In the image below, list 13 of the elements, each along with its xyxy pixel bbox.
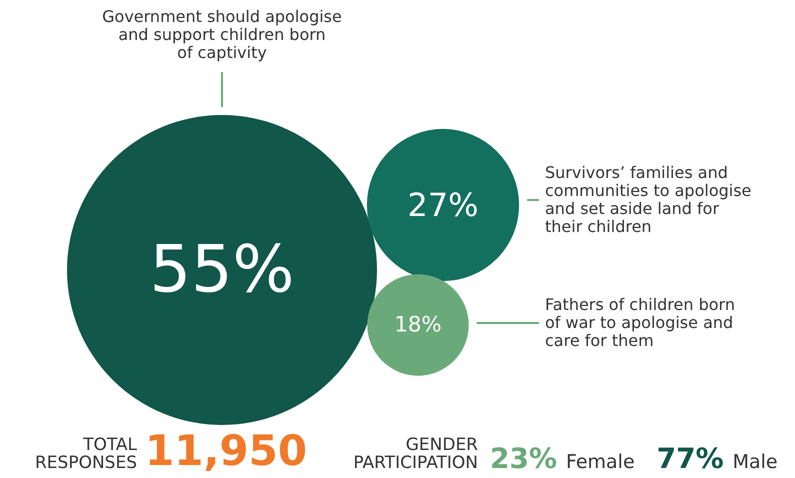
data-label: 55% xyxy=(150,232,294,308)
text: 77% xyxy=(656,442,724,475)
text: TOTAL RESPONSES xyxy=(34,435,137,473)
text: Female xyxy=(566,451,635,473)
data-label: 18% xyxy=(394,312,442,338)
category-label: Survivors’ families and communities to apologise and set aside land for their children xyxy=(545,163,752,236)
data-label: 27% xyxy=(408,186,478,224)
category-label: Government should apologise and support children born of captivity xyxy=(102,7,342,62)
category-label: Fathers of children born of war to apologise and care for them xyxy=(545,295,735,350)
text: 23% xyxy=(490,442,558,475)
text: Male xyxy=(732,451,778,473)
text: GENDER PARTICIPATION xyxy=(353,435,478,473)
text: 11,950 xyxy=(145,426,308,475)
